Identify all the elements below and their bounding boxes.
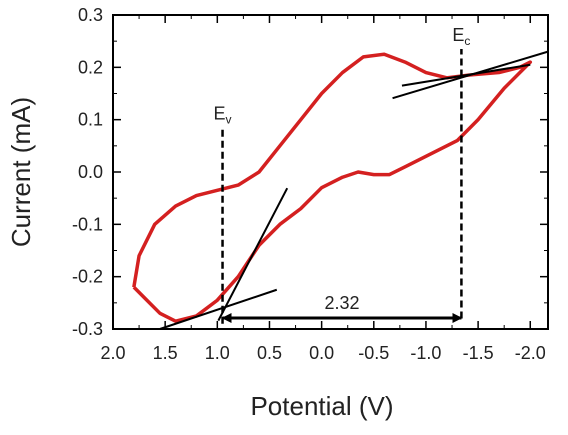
- marker-label-sub: c: [464, 34, 470, 48]
- y-tick-label: -0.2: [72, 267, 103, 287]
- y-tick-label: -0.1: [72, 214, 103, 234]
- marker-label-main: E: [214, 104, 226, 124]
- y-tick-label: 0.1: [78, 110, 103, 130]
- x-axis-title: Potential (V): [250, 391, 393, 421]
- marker-label-sub: v: [226, 113, 232, 127]
- marker-label: Ec: [452, 25, 470, 48]
- x-tick-label: 1.5: [153, 343, 178, 363]
- y-tick-label: 0.0: [78, 162, 103, 182]
- x-tick-label: -0.5: [358, 343, 389, 363]
- plot-frame: [112, 14, 549, 330]
- x-tick-label: -2.0: [515, 343, 546, 363]
- tangent-line: [159, 288, 278, 330]
- gap-label: 2.32: [324, 293, 359, 313]
- marker-label-main: E: [452, 25, 464, 45]
- y-axis-title: Current (mA): [6, 97, 36, 247]
- x-tick-label: 1.0: [205, 343, 230, 363]
- x-tick-label: 2.0: [100, 343, 125, 363]
- x-tick-label: -1.0: [410, 343, 441, 363]
- y-tick-label: 0.2: [78, 57, 103, 77]
- tangent-line: [401, 63, 531, 87]
- x-tick-label: -1.5: [463, 343, 494, 363]
- x-tick-label: 0.0: [309, 343, 334, 363]
- y-tick-label: 0.3: [78, 5, 103, 25]
- cv-curve: [132, 52, 533, 323]
- x-tick-label: 0.5: [257, 343, 282, 363]
- tangent-line: [217, 187, 289, 322]
- y-tick-label: -0.3: [72, 319, 103, 339]
- marker-label: Ev: [214, 104, 232, 127]
